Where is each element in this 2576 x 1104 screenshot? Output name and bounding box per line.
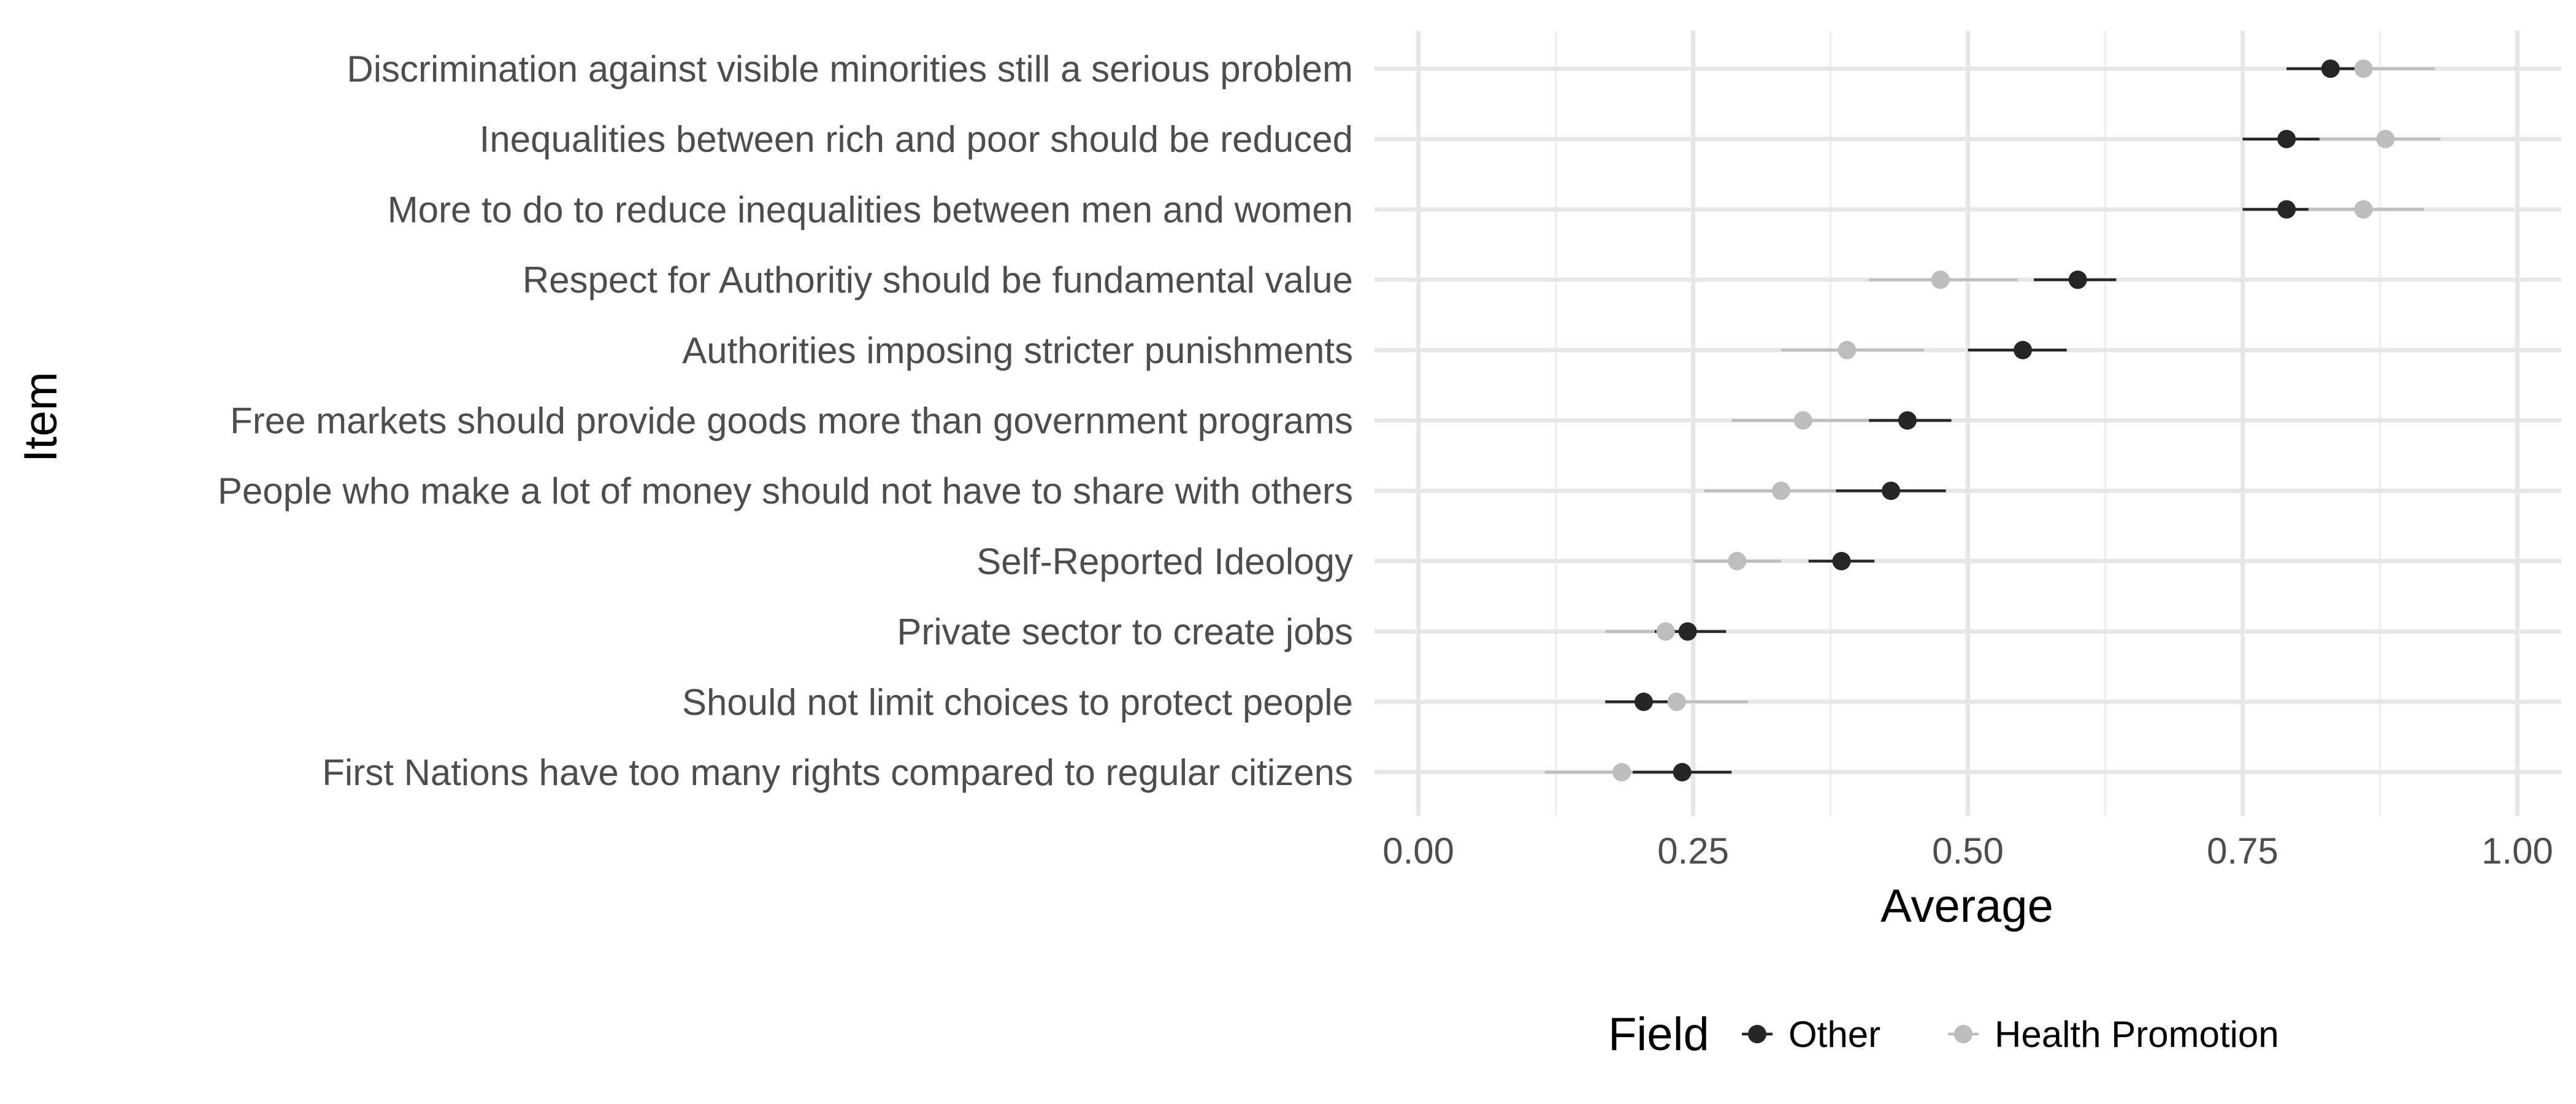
point-health-promotion (1667, 692, 1686, 711)
legend-key-point (1954, 1025, 1972, 1043)
category-label: First Nations have too many rights compa… (322, 752, 1353, 793)
legend-label: Health Promotion (1995, 1014, 2279, 1055)
x-tick-label: 0.75 (2207, 830, 2279, 872)
x-tick-label: 0.00 (1382, 830, 1454, 872)
point-other (2014, 340, 2033, 359)
category-label: Inequalities between rich and poor shoul… (480, 119, 1353, 160)
point-other (1832, 551, 1851, 570)
point-health-promotion (1771, 481, 1790, 500)
point-other (1898, 411, 1917, 430)
point-other (1634, 692, 1653, 711)
legend-entry-other: Other (1742, 1014, 1880, 1055)
category-label: Authorities imposing stricter punishment… (682, 330, 1353, 371)
category-label: People who make a lot of money should no… (218, 470, 1353, 512)
x-axis-title: Average (1880, 880, 2053, 932)
legend: Field Other Health Promotion (1608, 1008, 2279, 1060)
x-tick-label: 0.25 (1657, 830, 1729, 872)
category-label: Self-Reported Ideology (976, 541, 1353, 582)
category-label: Should not limit choices to protect peop… (682, 681, 1353, 723)
grid-layer (1374, 31, 2561, 816)
category-label: Free markets should provide goods more t… (230, 401, 1353, 442)
legend-entries: Other Health Promotion (1742, 1014, 2279, 1055)
x-tick-label: 1.00 (2482, 830, 2553, 872)
x-tick-label: 0.50 (1932, 830, 2004, 872)
category-label: More to do to reduce inequalities betwee… (388, 189, 1353, 230)
point-other (2277, 200, 2296, 219)
point-other (1678, 622, 1697, 641)
legend-label: Other (1788, 1014, 1880, 1055)
point-other (2068, 270, 2087, 289)
point-other (2277, 129, 2296, 148)
point-health-promotion (1612, 763, 1631, 781)
point-health-promotion (1793, 411, 1812, 430)
category-label: Discrimination against visible minoritie… (347, 48, 1353, 90)
point-health-promotion (1656, 622, 1675, 641)
point-other (2321, 59, 2340, 78)
point-health-promotion (1838, 340, 1857, 359)
category-labels: Discrimination against visible minoritie… (218, 48, 1353, 793)
legend-entry-health-promotion: Health Promotion (1948, 1014, 2279, 1055)
point-health-promotion (2354, 59, 2373, 78)
point-health-promotion (1931, 270, 1950, 289)
point-health-promotion (1728, 551, 1747, 570)
point-other (1882, 481, 1901, 500)
y-axis-title: Item (15, 372, 67, 462)
point-layer (1612, 59, 2395, 781)
point-other (1673, 763, 1692, 781)
legend-key-point (1748, 1025, 1766, 1043)
point-health-promotion (2376, 129, 2395, 148)
legend-title: Field (1608, 1008, 1709, 1060)
category-label: Private sector to create jobs (897, 611, 1353, 653)
x-tick-labels: 0.00 0.25 0.50 0.75 1.00 (1382, 830, 2553, 872)
category-label: Respect for Authoritiy should be fundame… (523, 259, 1353, 301)
point-health-promotion (2354, 200, 2373, 219)
